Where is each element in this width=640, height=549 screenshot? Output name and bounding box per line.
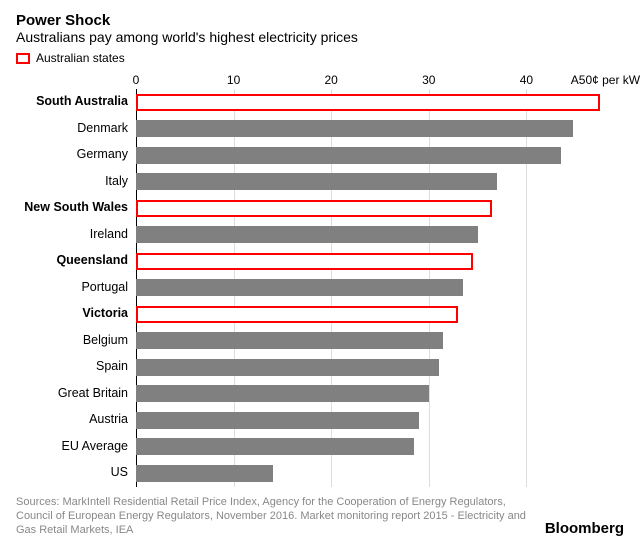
bar-label: Austria [16, 413, 136, 427]
bar-row: EU Average [16, 434, 624, 461]
bar [136, 306, 458, 323]
bar-label: Germany [16, 148, 136, 162]
chart-title: Power Shock [16, 12, 624, 29]
bar-row: Queensland [16, 248, 624, 275]
legend-label: Australian states [36, 51, 125, 65]
axis-tick: 20 [325, 73, 338, 87]
bar [136, 359, 439, 376]
bar-label: Belgium [16, 334, 136, 348]
bar [136, 253, 473, 270]
bar-label: South Australia [16, 95, 136, 109]
legend: Australian states [16, 51, 624, 65]
bar-row: Germany [16, 142, 624, 169]
bar [136, 147, 561, 164]
bar [136, 332, 443, 349]
bar-label: Ireland [16, 228, 136, 242]
sources-text: Sources: MarkIntell Residential Retail P… [16, 495, 533, 538]
bar-label: New South Wales [16, 201, 136, 215]
bar-label: US [16, 466, 136, 480]
bar [136, 438, 414, 455]
bar-row: Denmark [16, 116, 624, 143]
x-axis: 010203040A50¢ per kWh [16, 71, 624, 89]
bar-label: Queensland [16, 254, 136, 268]
chart-subtitle: Australians pay among world's highest el… [16, 29, 624, 45]
bar [136, 279, 463, 296]
bar-row: New South Wales [16, 195, 624, 222]
bar-row: Austria [16, 407, 624, 434]
bar [136, 120, 573, 137]
bar-row: Portugal [16, 275, 624, 302]
bar [136, 465, 273, 482]
bar-row: Italy [16, 169, 624, 196]
bar-label: EU Average [16, 440, 136, 454]
brand-label: Bloomberg [545, 520, 624, 537]
chart-footer: Sources: MarkIntell Residential Retail P… [16, 495, 624, 538]
bar-row: Victoria [16, 301, 624, 328]
axis-tick: 10 [227, 73, 240, 87]
bar [136, 385, 429, 402]
bar-label: Victoria [16, 307, 136, 321]
bar-label: Italy [16, 175, 136, 189]
bar [136, 94, 600, 111]
bar-row: South Australia [16, 89, 624, 116]
bar-chart: 010203040A50¢ per kWh South AustraliaDen… [16, 71, 624, 487]
bar-row: Belgium [16, 328, 624, 355]
bar-label: Denmark [16, 122, 136, 136]
axis-tick: 40 [520, 73, 533, 87]
axis-tick: 0 [133, 73, 140, 87]
axis-tick: 30 [422, 73, 435, 87]
bar-row: Spain [16, 354, 624, 381]
bar [136, 226, 478, 243]
bar-label: Portugal [16, 281, 136, 295]
bar [136, 200, 492, 217]
bar-label: Spain [16, 360, 136, 374]
axis-unit-label: A50¢ per kWh [571, 73, 640, 87]
bar-row: Ireland [16, 222, 624, 249]
legend-swatch [16, 53, 30, 64]
bar-row: US [16, 460, 624, 487]
bar-label: Great Britain [16, 387, 136, 401]
bar [136, 412, 419, 429]
bar-row: Great Britain [16, 381, 624, 408]
bar [136, 173, 497, 190]
